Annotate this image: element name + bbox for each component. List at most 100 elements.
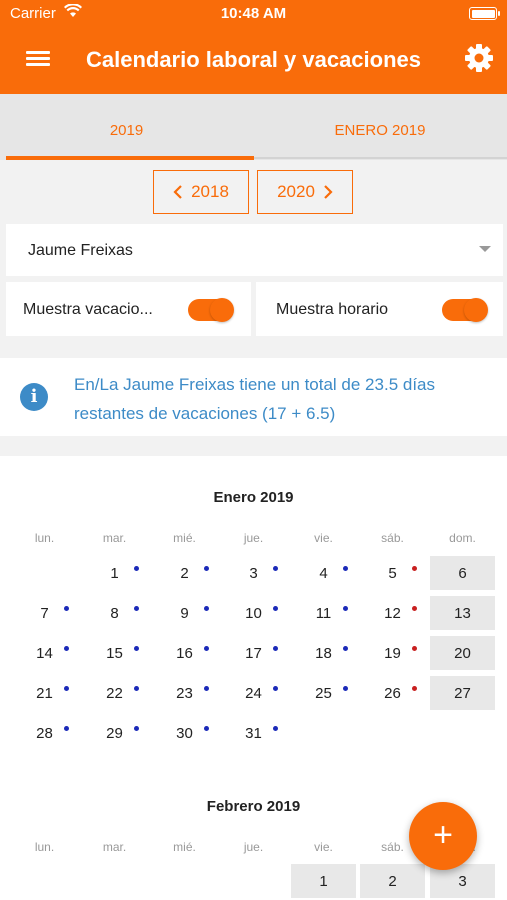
workday-dot-icon	[273, 566, 278, 571]
calendar-day[interactable]: 18	[291, 636, 356, 670]
day-number: 25	[315, 685, 332, 702]
day-number: 10	[245, 605, 262, 622]
day-number: 9	[180, 605, 189, 622]
add-button[interactable]: +	[409, 802, 477, 870]
workday-dot-icon	[204, 726, 209, 731]
previous-year-button[interactable]: 2018	[153, 170, 249, 214]
vacation-toggle-card: Muestra vacacio...	[6, 282, 251, 336]
calendar-day[interactable]: 11	[291, 596, 356, 630]
chevron-left-icon	[173, 185, 182, 199]
day-number: 8	[110, 605, 119, 622]
workday-dot-icon	[64, 726, 69, 731]
weekday-label: lun.	[34, 531, 55, 545]
weekend-dot-icon	[412, 646, 417, 651]
weekday-label: vie.	[314, 840, 333, 854]
calendar-day[interactable]: 19	[360, 636, 425, 670]
day-number: 19	[384, 645, 401, 662]
calendar-day[interactable]: 12	[360, 596, 425, 630]
workday-dot-icon	[134, 686, 139, 691]
workday-dot-icon	[204, 686, 209, 691]
calendar-day[interactable]: 6	[430, 556, 495, 590]
next-year-button[interactable]: 2020	[257, 170, 353, 214]
hamburger-menu-icon[interactable]	[22, 48, 58, 76]
calendar-day[interactable]: 3	[221, 556, 286, 590]
workday-dot-icon	[273, 686, 278, 691]
calendar-day[interactable]: 25	[291, 676, 356, 710]
workday-dot-icon	[273, 646, 278, 651]
workday-dot-icon	[204, 606, 209, 611]
vacation-toggle-switch[interactable]	[188, 298, 234, 322]
calendar-day[interactable]: 7	[12, 596, 77, 630]
workday-dot-icon	[64, 646, 69, 651]
calendar-day[interactable]: 1	[82, 556, 147, 590]
day-number: 28	[36, 725, 53, 742]
workday-dot-icon	[134, 726, 139, 731]
day-number: 21	[36, 685, 53, 702]
dropdown-caret-icon	[479, 246, 491, 252]
person-dropdown[interactable]: Jaume Freixas	[6, 224, 503, 276]
workday-dot-icon	[134, 566, 139, 571]
day-number: 24	[245, 685, 262, 702]
calendar-day[interactable]: 20	[430, 636, 495, 670]
calendar-day[interactable]: 1	[291, 864, 356, 898]
calendar-day[interactable]: 4	[291, 556, 356, 590]
workday-dot-icon	[134, 606, 139, 611]
weekend-dot-icon	[412, 686, 417, 691]
calendar-day[interactable]: 31	[221, 716, 286, 750]
day-number: 5	[388, 565, 397, 582]
day-number: 20	[454, 645, 471, 662]
calendar-day[interactable]: 21	[12, 676, 77, 710]
weekday-label: mar.	[102, 531, 127, 545]
calendar-day[interactable]: 29	[82, 716, 147, 750]
calendar-day[interactable]: 22	[82, 676, 147, 710]
gear-icon[interactable]	[463, 42, 495, 74]
calendar-day[interactable]: 23	[152, 676, 217, 710]
weekday-label: sáb.	[381, 840, 404, 854]
calendar-day[interactable]: 8	[82, 596, 147, 630]
active-tab-indicator	[6, 156, 254, 160]
calendar-day[interactable]: 17	[221, 636, 286, 670]
calendar-day[interactable]: 26	[360, 676, 425, 710]
page-title: Calendario laboral y vacaciones	[85, 47, 422, 72]
calendar-day[interactable]: 9	[152, 596, 217, 630]
weekday-label: sáb.	[381, 531, 404, 545]
calendar-day[interactable]: 28	[12, 716, 77, 750]
calendar-day[interactable]: 5	[360, 556, 425, 590]
day-number: 16	[176, 645, 193, 662]
selected-person: Jaume Freixas	[28, 242, 133, 259]
workday-dot-icon	[134, 646, 139, 651]
calendar-day[interactable]: 13	[430, 596, 495, 630]
day-number: 1	[319, 873, 328, 890]
weekday-label: jue.	[243, 840, 264, 854]
calendar-day[interactable]: 16	[152, 636, 217, 670]
weekday-label: vie.	[314, 531, 333, 545]
calendar-day[interactable]: 24	[221, 676, 286, 710]
calendar-day[interactable]: 30	[152, 716, 217, 750]
weekend-dot-icon	[412, 566, 417, 571]
previous-year-label: 2018	[191, 182, 229, 201]
workday-dot-icon	[273, 726, 278, 731]
workday-dot-icon	[273, 606, 278, 611]
vacation-toggle-label: Muestra vacacio...	[23, 301, 153, 318]
workday-dot-icon	[204, 566, 209, 571]
calendar-day[interactable]: 2	[360, 864, 425, 898]
tab-divider	[254, 157, 507, 159]
day-number: 13	[454, 605, 471, 622]
tab-year[interactable]: 2019	[109, 122, 144, 139]
calendar-day[interactable]: 27	[430, 676, 495, 710]
day-number: 4	[319, 565, 328, 582]
tab-month[interactable]: ENERO 2019	[334, 122, 426, 139]
status-bar: Carrier 10:48 AM	[0, 0, 507, 28]
calendar-day[interactable]: 2	[152, 556, 217, 590]
calendar-day[interactable]: 10	[221, 596, 286, 630]
battery-icon	[469, 7, 500, 20]
workday-dot-icon	[343, 646, 348, 651]
vacation-info-banner: i En/La Jaume Freixas tiene un total de …	[0, 358, 507, 436]
next-year-label: 2020	[277, 182, 315, 201]
schedule-toggle-switch[interactable]	[442, 298, 488, 322]
day-number: 3	[458, 873, 467, 890]
workday-dot-icon	[64, 606, 69, 611]
calendar-day[interactable]: 14	[12, 636, 77, 670]
month-title: Febrero 2019	[206, 798, 301, 815]
calendar-day[interactable]: 15	[82, 636, 147, 670]
